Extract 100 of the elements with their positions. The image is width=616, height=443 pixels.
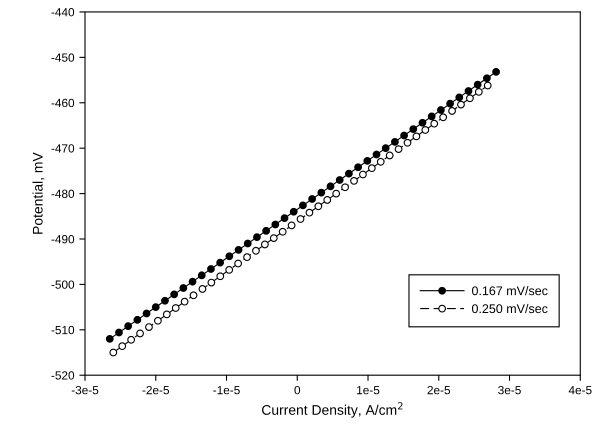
x-tick-label: 2e-5 — [428, 386, 450, 394]
point — [455, 93, 464, 102]
point — [446, 100, 454, 108]
point — [290, 208, 298, 216]
point — [336, 176, 344, 184]
x-tick-label: -3e-5 — [72, 386, 98, 394]
point — [421, 126, 430, 134]
point — [280, 214, 288, 222]
point — [260, 240, 269, 248]
point — [271, 220, 280, 228]
x-tick-label: -1e-5 — [213, 386, 240, 394]
point — [326, 182, 334, 190]
point — [474, 88, 483, 96]
point — [418, 118, 426, 127]
point — [142, 310, 150, 318]
point — [198, 271, 206, 280]
point — [363, 157, 372, 165]
point — [299, 202, 307, 210]
y-tick-label: -470 — [51, 144, 74, 153]
point — [492, 68, 500, 76]
point — [154, 316, 162, 325]
point — [118, 342, 126, 350]
point — [234, 246, 242, 254]
point — [109, 348, 118, 356]
point — [409, 125, 418, 133]
y-tick-label: -490 — [51, 235, 74, 244]
point — [145, 323, 153, 331]
point — [359, 170, 367, 178]
y-tick-label: -460 — [51, 98, 74, 108]
point — [252, 246, 260, 255]
point — [234, 260, 242, 268]
point — [152, 303, 160, 311]
point — [207, 265, 215, 273]
point — [161, 296, 169, 305]
point — [179, 284, 188, 292]
point — [386, 152, 394, 160]
point — [466, 94, 474, 102]
point — [345, 170, 353, 178]
point — [350, 176, 358, 185]
point — [278, 228, 287, 236]
point — [127, 336, 136, 344]
point — [270, 234, 278, 242]
y-tick-label: -520 — [51, 371, 74, 380]
point — [391, 138, 399, 146]
point — [332, 190, 340, 198]
point — [180, 298, 189, 306]
point — [430, 120, 438, 128]
point — [133, 316, 142, 324]
point — [306, 208, 314, 217]
point — [439, 113, 448, 122]
point — [207, 278, 216, 286]
point — [188, 278, 196, 286]
legend-label: 0.167 mV/sec — [472, 286, 548, 296]
point — [457, 100, 465, 108]
y-axis-title: Potential, mV — [32, 152, 44, 234]
point — [106, 335, 114, 343]
point — [354, 163, 362, 172]
point — [190, 291, 198, 300]
point — [244, 240, 252, 248]
point — [225, 252, 234, 260]
point — [448, 107, 456, 115]
point — [464, 87, 472, 95]
point — [368, 164, 376, 172]
y-tick-label: -500 — [51, 280, 74, 289]
x-tick-label: 3e-5 — [498, 386, 521, 394]
point — [170, 290, 178, 298]
point — [341, 183, 349, 192]
point — [216, 258, 224, 266]
point — [253, 233, 261, 242]
x-tick-label: 4e-5 — [568, 386, 592, 394]
point — [484, 82, 492, 90]
point — [394, 145, 402, 153]
point — [115, 328, 123, 336]
point — [124, 322, 132, 330]
point — [428, 112, 436, 120]
point — [474, 80, 482, 88]
point — [412, 132, 420, 140]
point — [216, 272, 224, 280]
point — [172, 304, 180, 312]
point — [225, 266, 234, 274]
point — [162, 310, 171, 318]
point — [437, 106, 445, 114]
y-tick-label: -450 — [51, 53, 74, 62]
point — [372, 150, 380, 158]
point — [482, 74, 491, 82]
point — [376, 158, 385, 166]
y-tick-label: -440 — [51, 8, 74, 16]
x-tick-label: -2e-5 — [142, 386, 170, 394]
point — [314, 202, 322, 210]
point — [382, 144, 390, 152]
y-tick-label: -510 — [51, 326, 74, 334]
point — [288, 221, 296, 230]
x-tick-label: 1e-5 — [357, 386, 380, 394]
point — [296, 215, 304, 223]
x-axis-title: Current Density, A/cm$^{2}$ — [262, 402, 403, 418]
point — [198, 285, 206, 293]
point — [404, 138, 412, 147]
point — [317, 188, 326, 197]
point — [243, 253, 251, 262]
legend-label: 0.250 mV/sec — [472, 304, 548, 314]
